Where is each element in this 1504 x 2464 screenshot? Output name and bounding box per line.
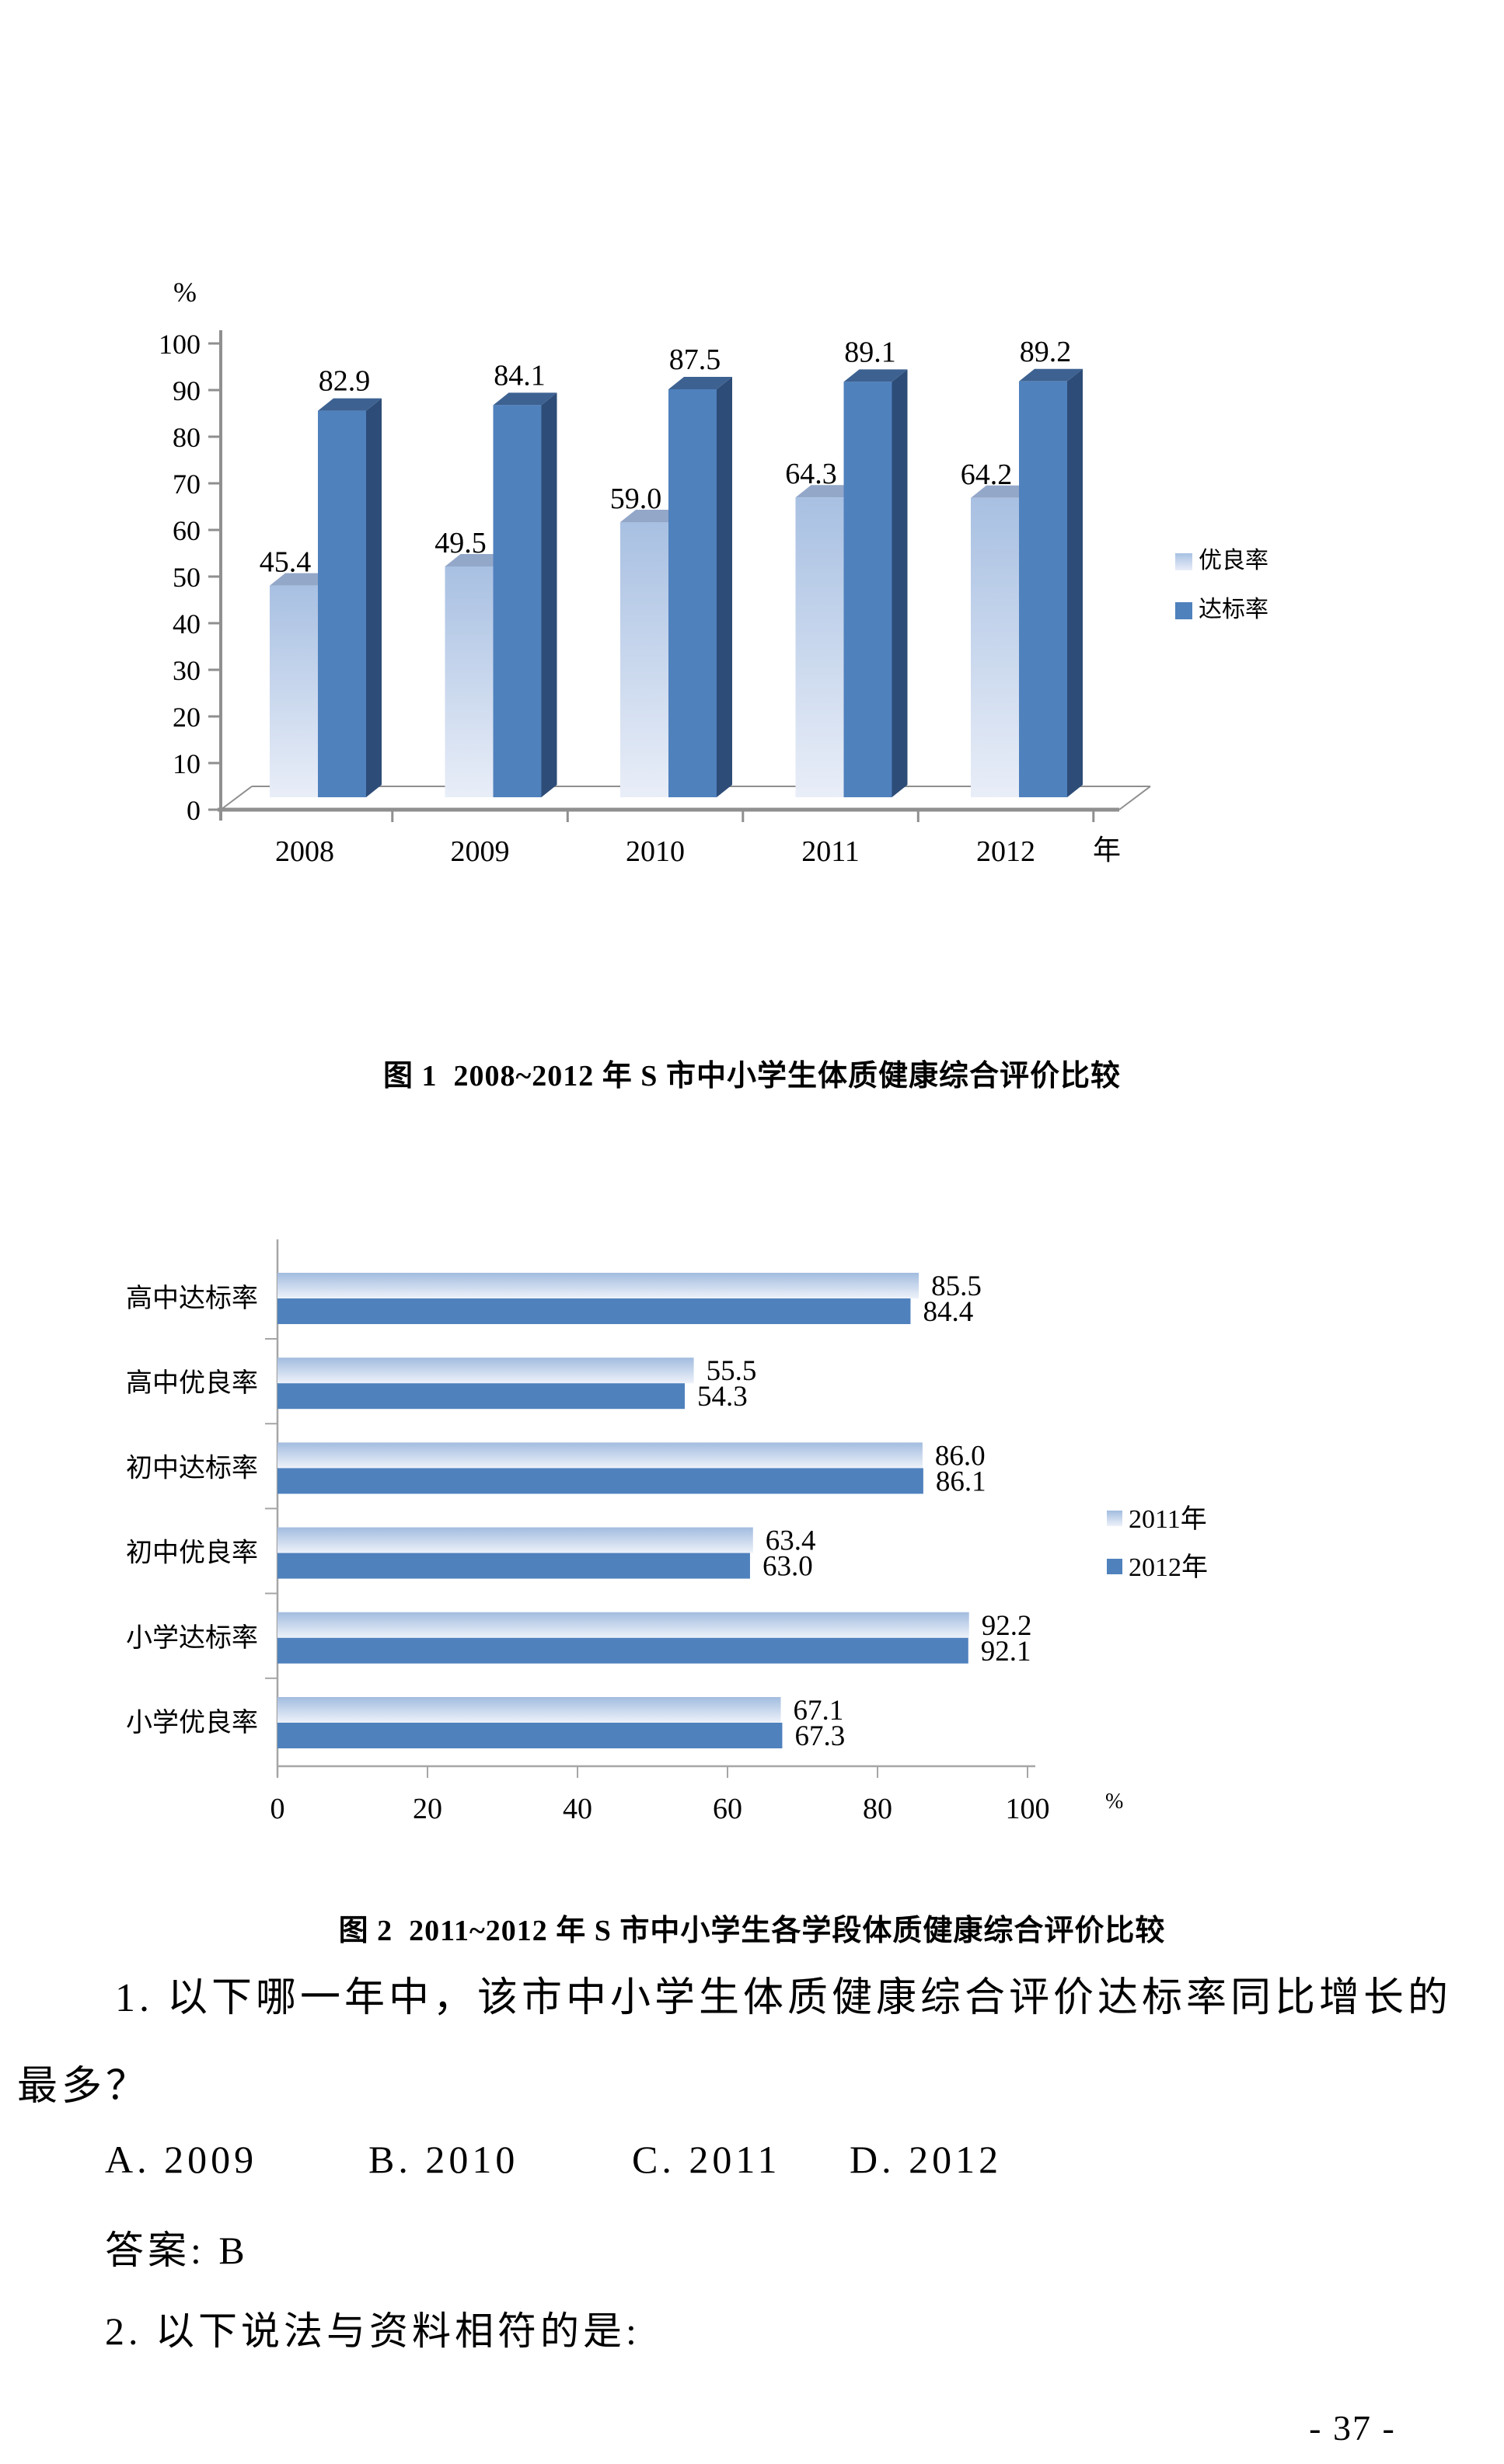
x-category-label: 2012 [976, 835, 1035, 868]
x-category-label: 2011 [801, 835, 860, 868]
value-label: 86.0 [935, 1440, 986, 1472]
figure1-caption: 图 1 2008~2012 年 S 市中小学生体质健康综合评价比较 [383, 1060, 1121, 1093]
legend-label: 达标率 [1199, 597, 1268, 622]
category-label: 高中优良率 [126, 1368, 258, 1398]
x-tick-label: 80 [863, 1793, 892, 1825]
y-tick-label: 40 [173, 608, 201, 640]
value-label: 87.5 [669, 343, 721, 376]
option-b: B. 2010 [368, 2138, 519, 2181]
option-d: D. 2012 [850, 2138, 1003, 2181]
value-label: 82.9 [319, 365, 371, 398]
bar-2011年-初中优良率 [277, 1527, 753, 1553]
bar-2011年-高中优良率 [277, 1357, 694, 1384]
x-axis-unit-label: 年 [1093, 835, 1121, 866]
value-label: 92.2 [982, 1610, 1032, 1642]
figure2-caption: 图 2 2011~2012 年 S 市中小学生各学段体质健康综合评价比较 [338, 1915, 1166, 1947]
value-label: 67.3 [794, 1720, 845, 1752]
legend-swatch-dark [1175, 602, 1192, 619]
question2-line: 2. 以下说法与资料相符的是: [105, 2309, 640, 2353]
bar-2011年-初中达标率 [277, 1442, 923, 1469]
y-tick-label: 100 [159, 329, 201, 360]
bar-2012年-高中优良率 [277, 1383, 685, 1410]
legend-swatch-light [1175, 553, 1192, 570]
x-tick-label: 100 [1006, 1793, 1050, 1825]
page-number: - 37 - [1309, 2408, 1396, 2448]
x-tick-label: 20 [413, 1793, 442, 1825]
value-label: 64.3 [785, 458, 837, 490]
bar-达标率-2009 [493, 392, 557, 797]
figure2-chart: 0 20 40 60 80 100 % 高中达标率 85.584.4 高中优良率 55.554.3 初… [126, 1239, 1208, 1825]
bar-2012年-初中优良率 [277, 1553, 750, 1579]
y-tick-label: 90 [173, 375, 201, 406]
y-tick-label: 60 [173, 515, 201, 546]
bar-2011年-小学优良率 [277, 1697, 781, 1723]
answer-line: 答案: B [105, 2229, 249, 2272]
bar-2012年-小学达标率 [277, 1637, 968, 1664]
value-label: 86.1 [936, 1466, 986, 1497]
bar-2012年-初中达标率 [277, 1468, 923, 1494]
value-label: 45.4 [260, 546, 312, 579]
value-label: 59.0 [610, 483, 662, 515]
x-tick-label: 60 [713, 1793, 742, 1825]
bar-达标率-2008 [318, 398, 382, 797]
value-label: 63.0 [762, 1551, 813, 1583]
option-c: C. 2011 [632, 2138, 781, 2181]
y-tick-label: 20 [173, 702, 201, 733]
value-label: 84.4 [923, 1296, 973, 1328]
value-label: 85.5 [931, 1270, 982, 1302]
bar-达标率-2010 [668, 377, 732, 797]
legend-swatch-dark [1107, 1559, 1122, 1574]
value-label: 64.2 [961, 458, 1013, 491]
y-tick-label: 80 [173, 422, 201, 453]
value-label: 89.2 [1020, 336, 1072, 368]
legend-label: 2012年 [1129, 1553, 1208, 1582]
value-label: 89.1 [844, 336, 896, 368]
category-label: 初中达标率 [126, 1453, 258, 1483]
y-tick-label: 50 [173, 562, 201, 593]
value-label: 49.5 [434, 527, 487, 559]
bar-达标率-2012 [1019, 368, 1083, 797]
question1-line1: 1. 以下哪一年中，该市中小学生体质健康综合评价达标率同比增长的 [115, 1976, 1453, 2020]
bar-2012年-小学优良率 [277, 1723, 783, 1748]
y-tick-label: 30 [173, 655, 201, 686]
option-a: A. 2009 [105, 2138, 258, 2181]
y-tick-label: 0 [187, 795, 201, 826]
x-tick-label: 0 [270, 1793, 285, 1825]
category-label: 小学优良率 [126, 1708, 258, 1737]
x-category-label: 2009 [451, 835, 510, 868]
y-tick-label: 10 [173, 748, 201, 779]
legend-label: 优良率 [1199, 548, 1268, 573]
x-axis-unit-label: % [1105, 1790, 1123, 1814]
y-axis: 0 10 20 30 40 50 60 70 80 90 100% [159, 277, 222, 826]
x-category-label: 2010 [626, 835, 685, 868]
value-label: 63.4 [766, 1525, 816, 1557]
question1-line2: 最多？ [17, 2065, 151, 2109]
value-label: 54.3 [697, 1381, 748, 1413]
legend: 2011年 2012年 [1107, 1504, 1208, 1582]
value-label: 55.5 [707, 1355, 757, 1387]
x-category-label: 2008 [275, 835, 334, 868]
legend-label: 2011年 [1129, 1504, 1207, 1534]
bar-2011年-小学达标率 [277, 1612, 969, 1638]
category-label: 高中达标率 [126, 1284, 258, 1313]
bar-达标率-2011 [843, 369, 908, 797]
value-label: 84.1 [494, 359, 546, 392]
category-label: 小学达标率 [126, 1623, 258, 1653]
x-tick-label: 40 [563, 1793, 592, 1825]
x-axis: 2008 2009 2010 2011 2012 年 [275, 810, 1121, 868]
category-label: 初中优良率 [126, 1539, 258, 1568]
bar-2011年-高中达标率 [277, 1273, 919, 1298]
legend-swatch-light [1107, 1511, 1122, 1526]
value-label: 67.1 [794, 1695, 844, 1727]
y-axis-unit-label: % [173, 277, 197, 308]
y-tick-label: 70 [173, 469, 201, 500]
value-label: 92.1 [981, 1636, 1031, 1668]
bar-2012年-高中达标率 [277, 1298, 911, 1324]
